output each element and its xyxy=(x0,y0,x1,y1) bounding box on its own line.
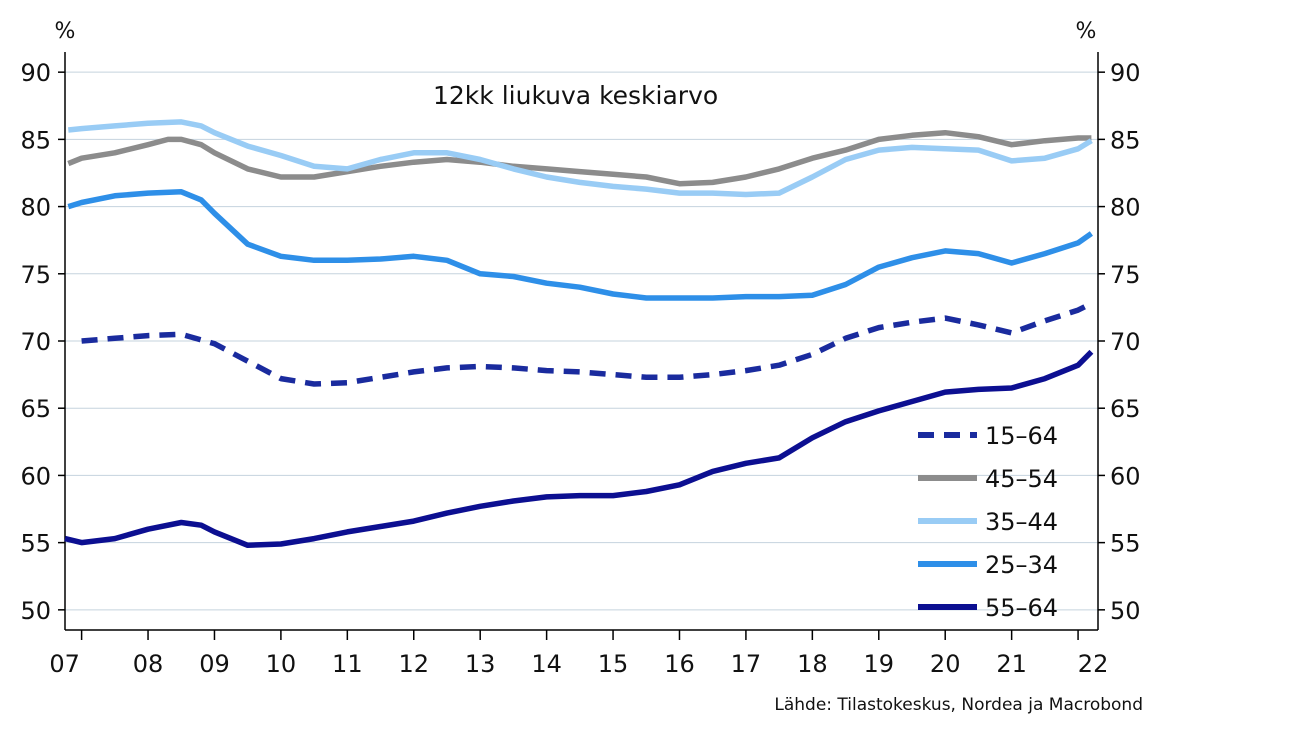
legend-label: 15–64 xyxy=(985,422,1058,450)
y-tick-label-right: 60 xyxy=(1110,462,1141,490)
x-tick-label: 16 xyxy=(664,650,695,678)
x-tick-label: 09 xyxy=(199,650,230,678)
x-tick-label: 20 xyxy=(930,650,961,678)
series-line-25-34 xyxy=(67,189,1093,301)
y-tick-label-right: 90 xyxy=(1110,59,1141,87)
series-line-45-54 xyxy=(67,129,1092,187)
y-tick-label-right: 65 xyxy=(1110,395,1141,423)
y-unit-right: % xyxy=(1076,19,1097,44)
x-tick-label: 21 xyxy=(996,650,1027,678)
y-tick-label-right: 55 xyxy=(1110,530,1141,558)
chart-title: 12kk liukuva keskiarvo xyxy=(433,81,718,110)
y-tick-label-left: 75 xyxy=(20,261,51,289)
y-tick-label-left: 55 xyxy=(20,530,51,558)
y-tick-label-right: 85 xyxy=(1110,126,1141,154)
legend-label: 55–64 xyxy=(985,594,1058,622)
y-ticks-right: 50 55 60 65 70 75 80 85 90 xyxy=(1098,59,1141,625)
y-unit-left: % xyxy=(55,19,76,44)
x-tick-label: 13 xyxy=(465,650,496,678)
y-ticks-left: 50 55 60 65 70 75 80 85 90 xyxy=(20,59,65,625)
x-tick-label: 18 xyxy=(797,650,828,678)
series-lines xyxy=(64,119,1094,549)
x-tick-label: 10 xyxy=(266,650,297,678)
y-tick-label-left: 65 xyxy=(20,395,51,423)
series-line-15-64 xyxy=(81,300,1093,387)
legend-label: 35–44 xyxy=(985,508,1058,536)
y-tick-label-right: 50 xyxy=(1110,597,1141,625)
y-tick-label-left: 50 xyxy=(20,597,51,625)
y-tick-label-left: 80 xyxy=(20,194,51,222)
series-line-55-64 xyxy=(64,349,1094,549)
y-tick-label-right: 70 xyxy=(1110,328,1141,356)
y-tick-label-left: 70 xyxy=(20,328,51,356)
x-tick-label: 15 xyxy=(598,650,629,678)
x-tick-label: 22 xyxy=(1078,650,1109,678)
y-tick-label-right: 80 xyxy=(1110,194,1141,222)
x-tick-label: 07 xyxy=(49,650,80,678)
y-tick-label-left: 90 xyxy=(20,59,51,87)
legend: 15–64 45–54 35–44 25–34 55–64 xyxy=(918,422,1058,622)
x-tick-label: 12 xyxy=(398,650,429,678)
x-ticks: 07 08 09 10 11 12 13 14 15 16 17 18 19 20 21 22 xyxy=(49,630,1108,678)
source-note: Lähde: Tilastokeskus, Nordea ja Macrobon… xyxy=(774,695,1143,715)
x-tick-label: 17 xyxy=(731,650,762,678)
legend-label: 45–54 xyxy=(985,465,1058,493)
y-tick-label-left: 60 xyxy=(20,462,51,490)
series-line-35-44 xyxy=(68,119,1093,198)
x-tick-label: 08 xyxy=(133,650,164,678)
y-tick-label-left: 85 xyxy=(20,126,51,154)
x-tick-label: 19 xyxy=(864,650,895,678)
x-tick-label: 11 xyxy=(332,650,363,678)
x-tick-label: 14 xyxy=(531,650,562,678)
y-tick-label-right: 75 xyxy=(1110,261,1141,289)
legend-label: 25–34 xyxy=(985,551,1058,579)
